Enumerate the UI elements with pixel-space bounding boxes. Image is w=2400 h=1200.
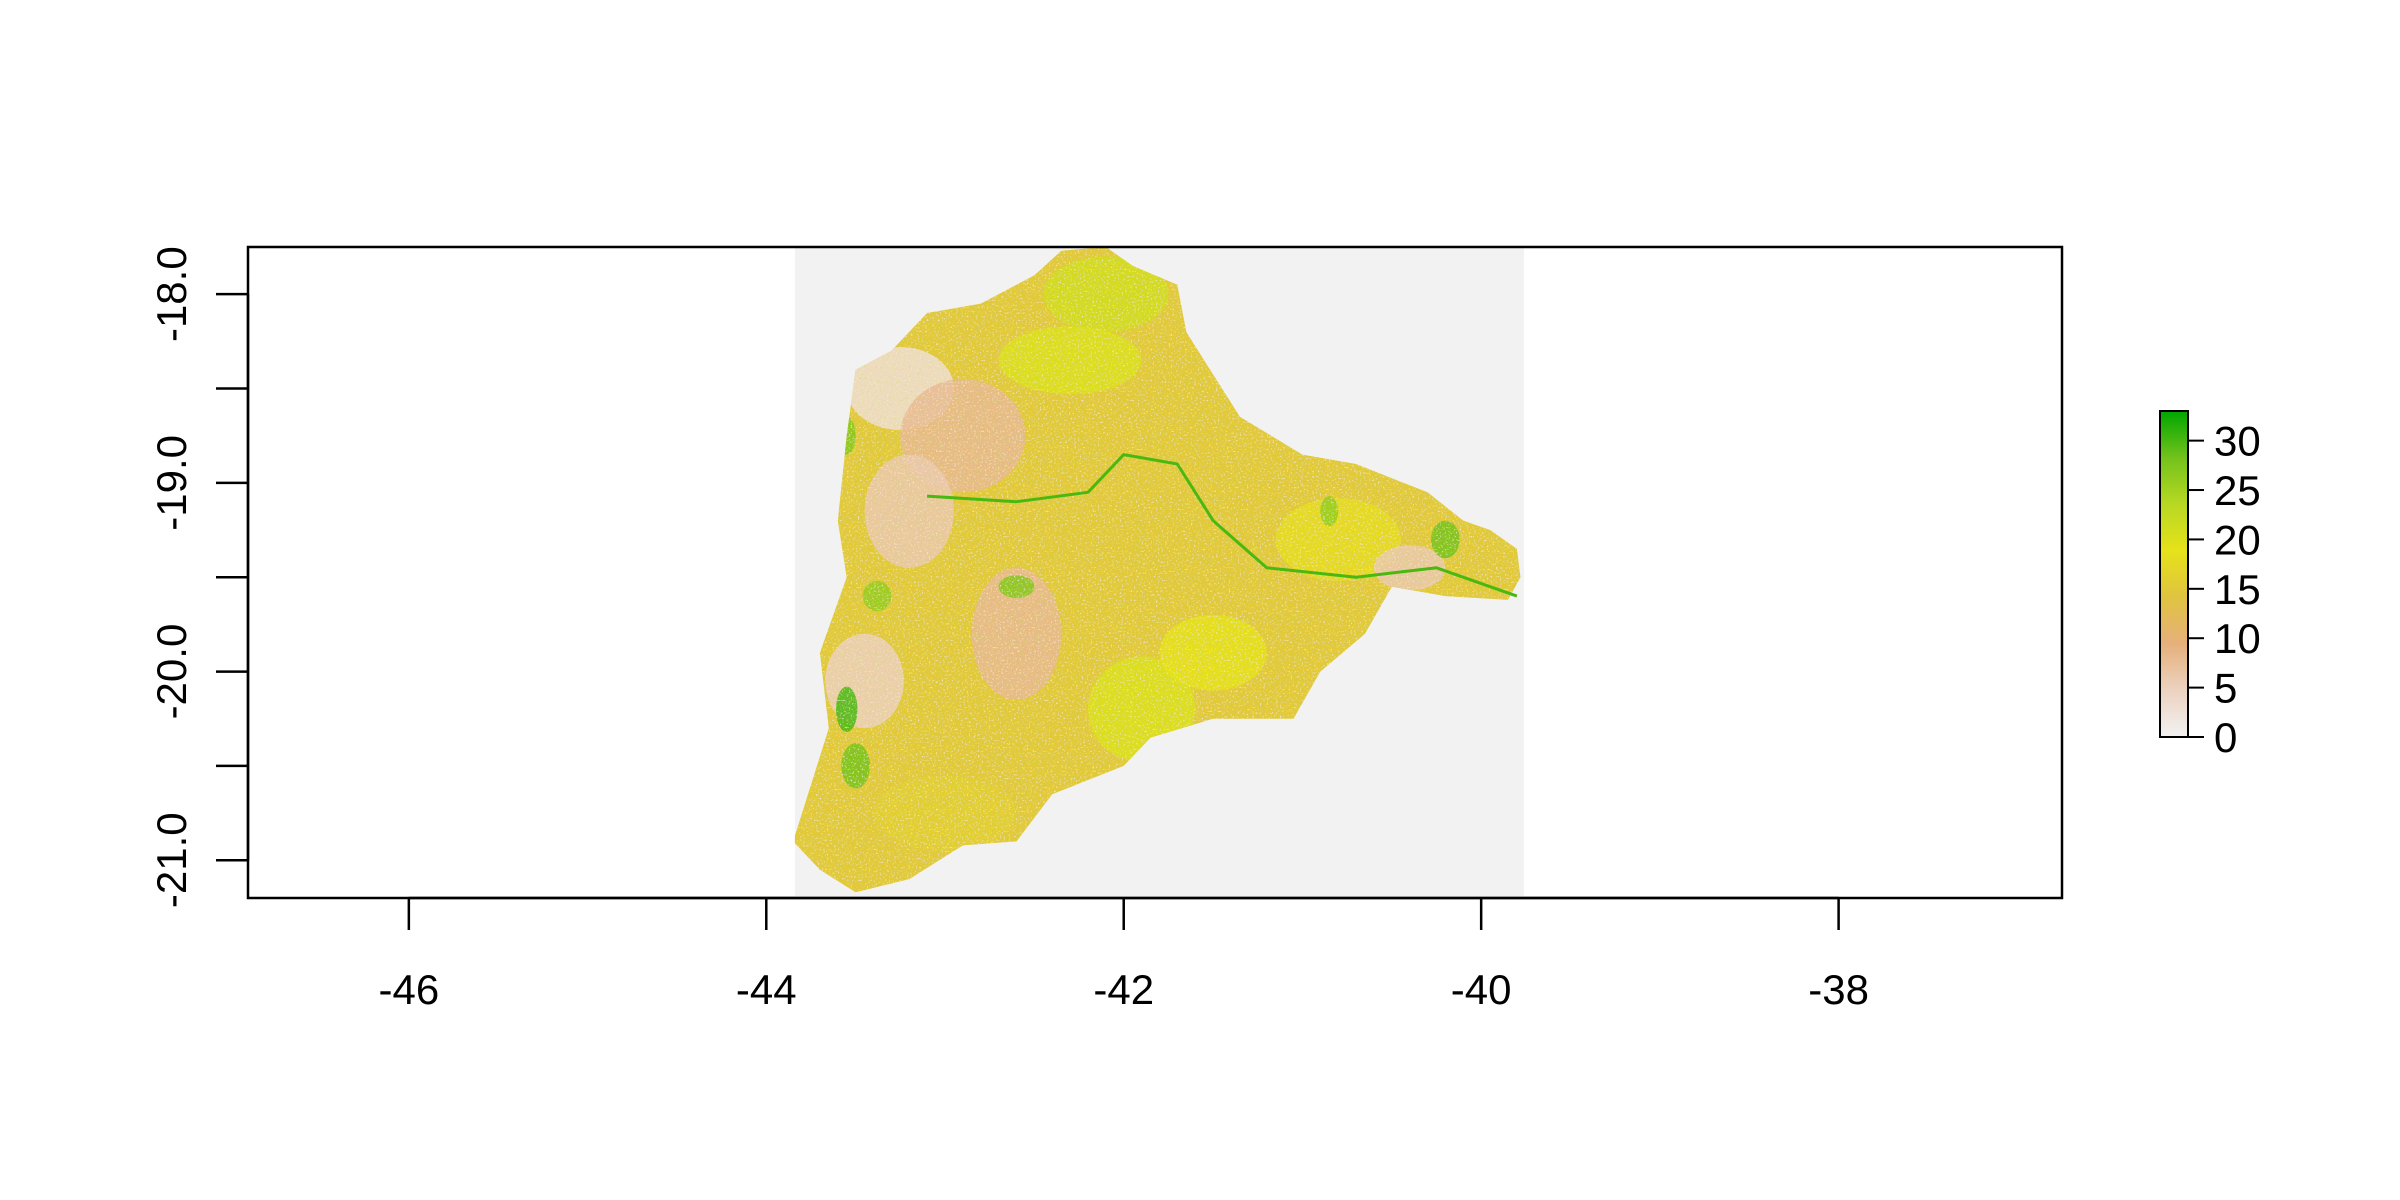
legend-tick-label: 5: [2214, 665, 2237, 712]
river-line: [927, 453, 1518, 598]
y-tick-label: -18.0: [148, 246, 195, 342]
legend-color-bar: [2159, 410, 2189, 738]
legend-tick-label: 20: [2214, 516, 2261, 563]
x-tick-label: -44: [736, 966, 797, 1013]
y-tick-label: -20.0: [148, 624, 195, 720]
x-axis: -46 -44 -42 -40 -38: [378, 896, 1869, 1013]
legend-tick-label: 0: [2214, 714, 2237, 761]
x-tick-label: -42: [1093, 966, 1154, 1013]
x-tick-label: -38: [1808, 966, 1869, 1013]
legend-tick-label: 10: [2214, 615, 2261, 662]
y-axis: -18.0 -19.0 -20.0 -21.0: [148, 246, 250, 908]
legend-tick-label: 15: [2214, 566, 2261, 613]
legend-tick-label: 25: [2214, 467, 2261, 514]
x-tick-label: -40: [1451, 966, 1512, 1013]
y-tick-label: -19.0: [148, 435, 195, 531]
x-tick-label: -46: [378, 966, 439, 1013]
rivers: [927, 453, 1518, 598]
legend-tick-label: 30: [2214, 418, 2261, 465]
y-tick-label: -21.0: [148, 812, 195, 908]
